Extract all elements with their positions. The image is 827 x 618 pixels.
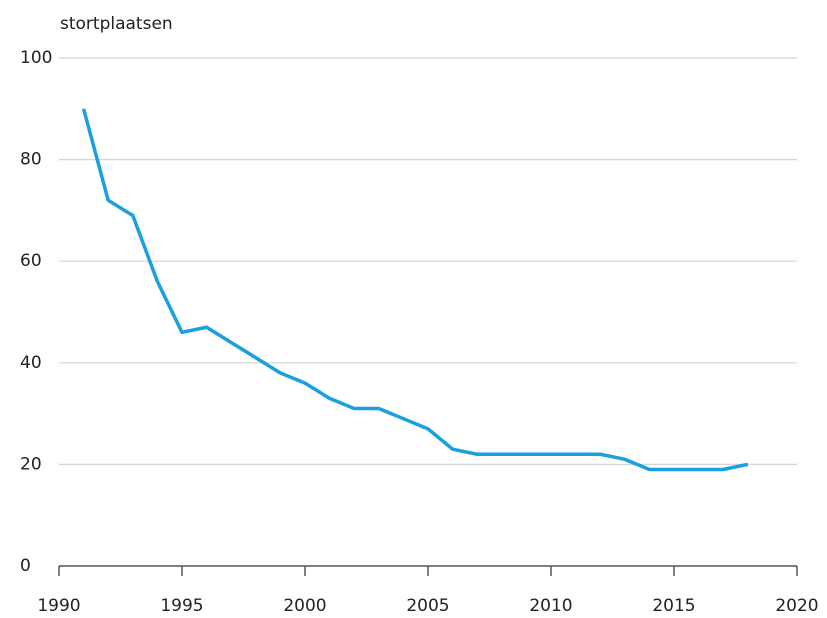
x-tick-label: 2000 [283, 596, 326, 616]
y-tick-label: 40 [20, 353, 42, 373]
data-line [81, 108, 749, 472]
y-tick-label: 80 [20, 150, 42, 170]
x-tick-label: 2015 [652, 596, 695, 616]
y-tick-label: 0 [20, 556, 31, 576]
x-tick-label: 1990 [37, 596, 80, 616]
x-tick-label: 2005 [406, 596, 449, 616]
x-tick-label: 1995 [160, 596, 203, 616]
x-tick-label: 2020 [775, 596, 818, 616]
y-tick-label: 100 [20, 48, 52, 68]
y-tick-label: 60 [20, 251, 42, 271]
x-tick-label: 2010 [529, 596, 572, 616]
y-tick-label: 20 [20, 454, 42, 474]
y-axis-label: stortplaatsen [60, 14, 173, 34]
